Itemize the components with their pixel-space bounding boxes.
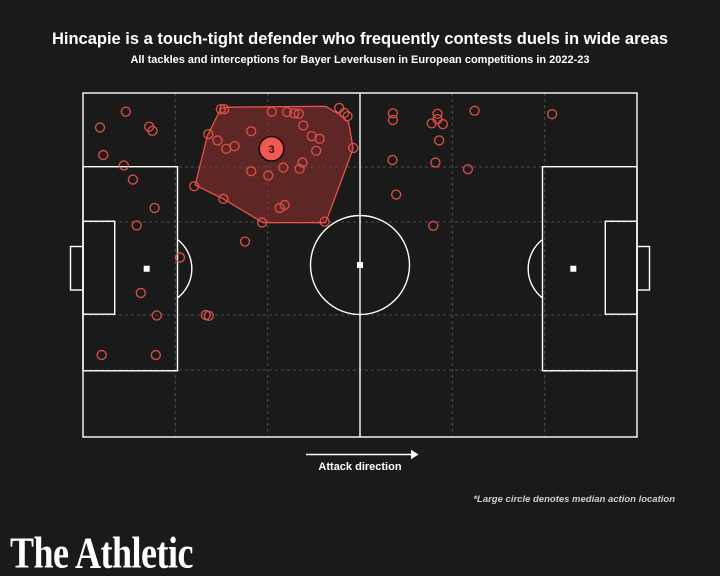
svg-text:3: 3 — [268, 144, 274, 156]
